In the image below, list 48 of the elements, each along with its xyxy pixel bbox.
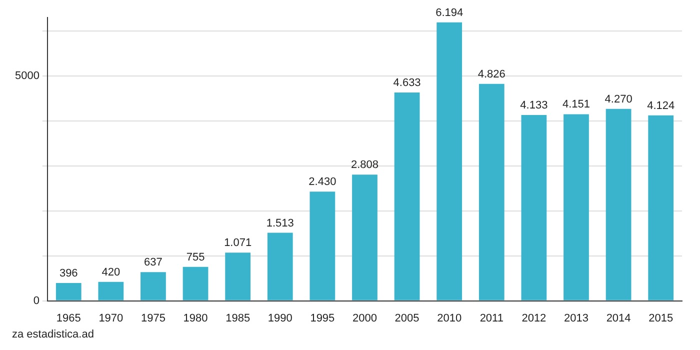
bar [267, 232, 293, 300]
y-tick-label: 0 [33, 294, 40, 307]
data-label: 637 [144, 256, 162, 269]
text: za estadistica.ad [12, 328, 94, 341]
bar [606, 108, 632, 300]
x-tick-label: 2005 [394, 312, 420, 324]
data-label: 4.270 [604, 93, 632, 106]
bar [98, 282, 124, 300]
x-tick-label: 2000 [352, 312, 377, 324]
x-tick-label: 2014 [606, 312, 631, 324]
data-label: 4.633 [393, 77, 421, 90]
data-label: 6.194 [436, 6, 464, 19]
x-tick-label: 2015 [648, 312, 674, 324]
x-tick-label: 1985 [226, 312, 250, 324]
y-tick-label: 5000 [14, 70, 40, 82]
data-label: 755 [186, 251, 205, 264]
data-label: 4.133 [520, 100, 548, 112]
data-label: 4.826 [478, 68, 506, 80]
bar [310, 192, 336, 300]
data-label: 2.430 [308, 176, 336, 188]
data-label: 4.151 [562, 98, 590, 111]
bar [56, 283, 82, 300]
x-tick-label: 1970 [98, 312, 124, 324]
x-tick-label: 1980 [183, 312, 208, 324]
data-label: 4.124 [647, 100, 675, 112]
bar [352, 174, 378, 300]
bar [648, 115, 674, 300]
x-tick-label: 2012 [522, 312, 546, 324]
x-tick-label: 1995 [310, 312, 335, 324]
bar [521, 115, 547, 300]
data-label: 2.808 [350, 159, 378, 172]
x-tick-label: 2013 [564, 312, 588, 324]
bar [478, 84, 504, 300]
data-label: 420 [102, 266, 120, 278]
x-tick-label: 1990 [268, 312, 292, 324]
bar [225, 252, 251, 300]
bar [436, 22, 462, 300]
data-label: 396 [59, 268, 78, 280]
x-tick-label: 2010 [437, 312, 462, 324]
data-label: 1.071 [224, 237, 252, 250]
bar [564, 114, 589, 300]
x-tick-label: 2011 [480, 312, 504, 324]
bar [140, 272, 166, 300]
x-tick-label: 1965 [56, 312, 81, 324]
x-tick-label: 1975 [140, 312, 166, 324]
bar [394, 92, 420, 300]
data-label: 1.513 [266, 217, 294, 230]
bar [182, 266, 208, 300]
